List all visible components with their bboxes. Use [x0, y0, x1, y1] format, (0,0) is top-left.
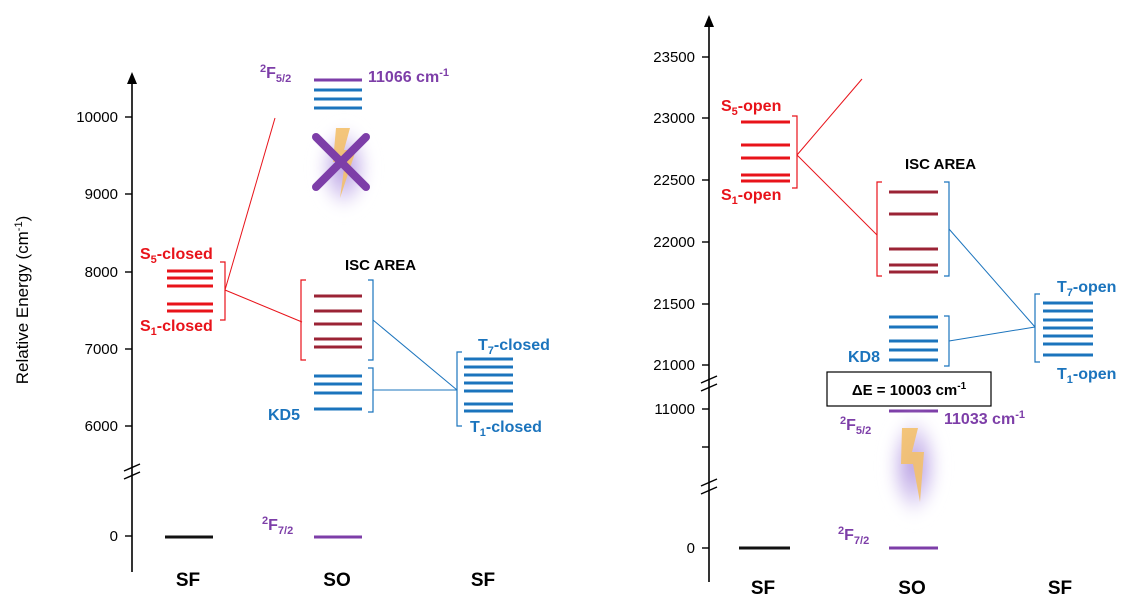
lightning-icon	[901, 428, 924, 502]
left-x-category-so: SO	[323, 570, 350, 591]
delta-e-label: ΔE = 10003 cm-1	[852, 381, 967, 399]
right-tick-label: 22500	[653, 172, 695, 189]
right-tick-label: 23500	[653, 49, 695, 66]
left-isc-bracket-red	[300, 279, 306, 361]
left-f52-manifold	[314, 78, 362, 110]
left-panel: 10000 9000 8000 7000 6000 0 Relative Ene…	[13, 63, 550, 591]
left-red-connector-upper	[224, 117, 276, 291]
right-red-connector-lower	[796, 154, 878, 236]
right-blue-connector-isc	[948, 228, 1036, 328]
right-isc-levels	[889, 190, 938, 274]
right-tick-label: 11000	[654, 401, 695, 418]
left-f52-label: 2F5/2	[260, 63, 291, 85]
right-x-category-sf2: SF	[1048, 578, 1072, 598]
left-emission-blocked	[312, 120, 374, 216]
right-tick-label: 0	[687, 540, 695, 557]
left-axis-break	[123, 463, 141, 480]
left-tick-label: 8000	[85, 264, 118, 281]
left-y-axis-label: Relative Energy (cm-1)	[13, 216, 32, 385]
left-tick-label: 0	[110, 528, 118, 545]
right-s1-label: S1-open	[721, 187, 781, 207]
left-t1-label: T1-closed	[470, 419, 542, 439]
right-f72-label: 2F7/2	[838, 525, 869, 547]
left-singlet-bracket	[220, 261, 226, 321]
right-kd8-label: KD8	[848, 349, 880, 366]
right-y-axis-arrow	[704, 15, 714, 27]
right-isc-bracket-blue	[944, 181, 950, 277]
left-x-category-sf2: SF	[471, 570, 495, 591]
right-tick-label: 23000	[653, 110, 695, 127]
right-singlet-bracket	[792, 115, 798, 189]
left-triplet-levels	[464, 357, 513, 413]
left-s1-label: S1-closed	[140, 318, 213, 338]
left-f52-energy: 11066 cm-1	[368, 67, 449, 86]
right-f52-label: 2F5/2	[840, 415, 871, 437]
left-isc-levels	[314, 294, 362, 349]
left-singlet-levels	[167, 269, 213, 313]
right-isc-bracket-red	[876, 181, 882, 277]
left-kd5-label: KD5	[268, 407, 300, 424]
lightning-icon	[333, 128, 356, 198]
right-s5-label: S5-open	[721, 98, 781, 118]
right-panel: 23500 23000 22500 22000 21500 21000 1100…	[653, 15, 1116, 599]
right-emission	[884, 408, 944, 524]
left-blue-connector-isc	[372, 319, 458, 391]
right-blue-connector-kd	[948, 326, 1036, 342]
left-f72-label: 2F7/2	[262, 515, 293, 537]
right-t7-label: T7-open	[1057, 279, 1116, 299]
left-tick-label: 7000	[85, 341, 118, 358]
left-tick-label: 6000	[85, 418, 118, 435]
right-x-category-so: SO	[898, 578, 925, 598]
right-axis-break-lower	[700, 478, 718, 495]
right-tick-label: 21000	[653, 357, 695, 374]
left-tick-labels: 10000 9000 8000 7000 6000 0	[76, 109, 118, 545]
left-red-connector-lower	[224, 289, 303, 323]
left-ticks	[125, 116, 132, 537]
right-triplet-levels	[1043, 301, 1093, 357]
delta-e-box	[826, 371, 992, 407]
left-t7-label: T7-closed	[478, 337, 550, 357]
left-tick-label: 9000	[85, 186, 118, 203]
right-kd8-levels	[889, 315, 938, 362]
right-tick-label: 21500	[653, 296, 695, 313]
right-tick-labels: 23500 23000 22500 22000 21500 21000 1100…	[653, 49, 695, 557]
right-tick-label: 22000	[653, 234, 695, 251]
left-triplet-bracket	[456, 351, 462, 427]
right-red-connector-upper	[796, 78, 863, 156]
right-ticks	[702, 56, 709, 549]
right-kd8-bracket	[944, 315, 950, 367]
left-isc-bracket-blue	[368, 279, 374, 361]
right-isc-label: ISC AREA	[905, 156, 976, 173]
left-tick-label: 10000	[76, 109, 118, 126]
right-axis-break-upper	[700, 375, 718, 392]
left-kd5-bracket	[368, 367, 374, 413]
right-f52-energy: 11033 cm-1	[944, 409, 1025, 428]
left-s5-label: S5-closed	[140, 246, 213, 266]
left-isc-label: ISC AREA	[345, 257, 416, 274]
right-t1-label: T1-open	[1057, 366, 1116, 386]
right-triplet-bracket	[1034, 293, 1040, 363]
left-x-category-sf1: SF	[176, 570, 200, 591]
right-singlet-levels	[741, 120, 790, 183]
left-kd5-levels	[314, 374, 362, 411]
right-x-category-sf1: SF	[751, 578, 775, 598]
left-y-axis-arrow	[127, 72, 137, 84]
